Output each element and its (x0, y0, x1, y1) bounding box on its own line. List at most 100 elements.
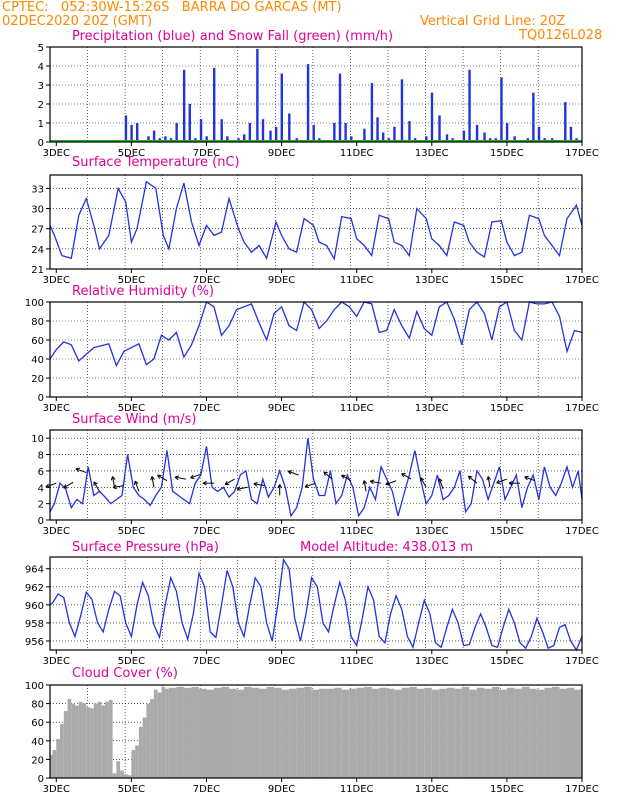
x-tick-label: 7DEC (193, 656, 220, 667)
cloud-bar (439, 688, 447, 778)
wind-arrow-shaft (468, 475, 478, 484)
header-date: 02DEC2020 20Z (GMT) (2, 14, 153, 29)
cloud-bar (97, 701, 102, 778)
pres-series-line (49, 557, 583, 652)
wind-arrow (524, 475, 536, 482)
y-tick-label: 80 (31, 700, 44, 711)
title-pressure: Surface Pressure (hPa) (72, 540, 219, 555)
precip-bar (537, 126, 541, 142)
cloud-bar (409, 686, 417, 778)
cloud-bar (221, 686, 230, 778)
cloud-bar (146, 703, 151, 778)
cloud-bar (431, 689, 440, 778)
wind-arrow-head (487, 476, 491, 480)
cloud-bar (304, 686, 312, 778)
wind-arrow-shaft (496, 478, 508, 484)
cloud-bar (244, 686, 252, 778)
wind-arrow-head (508, 482, 513, 486)
cloud-bar (120, 770, 124, 778)
wind-arrow-shaft (190, 473, 202, 479)
x-tick-label: 9DEC (268, 148, 295, 159)
cloud-bar (131, 750, 136, 778)
wind-arrow-head (287, 470, 292, 475)
x-tick-label: 3DEC (43, 526, 70, 537)
cloud-bar (416, 688, 425, 778)
panel-rh (46, 300, 583, 401)
cloud-bar (544, 687, 552, 778)
wind-arrow (341, 474, 352, 482)
panel-temp (46, 174, 583, 273)
wind-arrow-shaft (151, 476, 155, 488)
panel-frame (49, 684, 583, 779)
wind-arrow-head (467, 475, 471, 481)
precip-bar (130, 124, 133, 142)
cloud-bar (127, 775, 132, 778)
cloud-bar (484, 688, 492, 778)
wind-arrow-head (524, 475, 529, 478)
wind-arrow (190, 473, 202, 480)
y-tick-label: 956 (25, 637, 44, 648)
cloud-bar (206, 689, 214, 778)
cloud-bar (105, 701, 109, 778)
precip-bar (430, 92, 434, 142)
cloud-bar (266, 686, 275, 778)
precip-bar (445, 134, 449, 142)
y-tick-label: 958 (25, 619, 44, 630)
y-tick-label: 2 (38, 500, 44, 511)
wind-arrow-shaft (487, 476, 491, 488)
cloud-bar (326, 688, 335, 778)
y-tick-label: 10 (31, 434, 44, 445)
panel-cloud (46, 684, 583, 782)
wind-arrow-head (385, 483, 390, 486)
x-tick-label: 15DEC (490, 784, 524, 795)
cloud-bar (274, 687, 282, 778)
x-tick-label: 15DEC (490, 148, 524, 159)
cloud-bar (112, 773, 117, 778)
wind-arrow-head (151, 476, 155, 480)
y-tick-label: 0 (38, 393, 44, 404)
wind-arrow-head (134, 480, 139, 485)
wind-arrow (304, 482, 316, 489)
cloud-bar (281, 689, 290, 778)
wind-arrow-shaft (63, 481, 74, 489)
cloud-bar (198, 688, 207, 778)
precip-bar (363, 128, 366, 142)
precip-bar (370, 83, 374, 142)
x-tick-label: 17DEC (565, 784, 599, 795)
cloud-bar (580, 688, 582, 778)
wind-arrow-head (75, 468, 79, 473)
cloud-bar (150, 698, 154, 778)
wind-arrow-shaft (93, 481, 100, 492)
wind-arrow (467, 475, 478, 484)
precip-bar (462, 130, 466, 142)
x-tick-label: 3DEC (43, 656, 70, 667)
cloud-bar (371, 688, 380, 778)
y-tick-label: 40 (31, 355, 44, 366)
precip-bar (164, 136, 167, 142)
y-tick-label: 3 (38, 81, 44, 92)
wind-arrow (385, 480, 397, 486)
cloud-bar (52, 750, 57, 778)
x-tick-label: 9DEC (268, 275, 295, 286)
wind-arrow-head (174, 476, 179, 481)
x-tick-label: 11DEC (340, 275, 374, 286)
precip-bar (188, 104, 191, 142)
cloud-bar (491, 686, 500, 778)
cloud-bar (71, 703, 76, 778)
wind-arrow-shaft (524, 476, 536, 482)
y-tick-label: 20 (31, 755, 44, 766)
wind-arrow (508, 480, 521, 486)
x-tick-label: 7DEC (193, 784, 220, 795)
wind-arrow-head (75, 467, 81, 470)
cloud-bar (499, 689, 507, 778)
x-tick-label: 17DEC (565, 403, 599, 414)
x-tick-label: 3DEC (43, 403, 70, 414)
wind-arrow (401, 473, 412, 480)
cloud-bar (50, 754, 53, 778)
precip-bar (438, 115, 441, 142)
cloud-bar (476, 687, 485, 778)
cloud-bar (116, 761, 121, 778)
precip-bar (306, 64, 310, 142)
cloud-bar (259, 688, 267, 778)
cloud-bar (67, 698, 72, 778)
